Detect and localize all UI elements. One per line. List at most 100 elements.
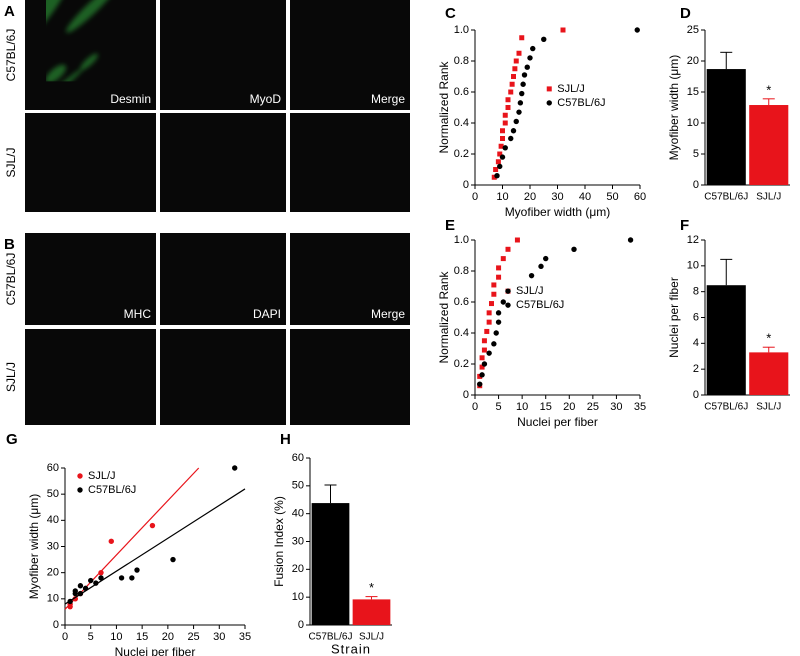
y-tick-label: 0.4 — [454, 327, 469, 339]
fit-line — [64, 488, 246, 605]
point — [627, 237, 634, 243]
y-tick-label: 50 — [47, 488, 59, 500]
y-axis-label: Myofiber width (μm) — [667, 55, 681, 161]
y-tick-label: 20 — [292, 563, 304, 575]
point — [508, 89, 514, 95]
point — [513, 58, 519, 64]
point — [508, 135, 514, 142]
point — [502, 112, 508, 118]
significance: * — [766, 82, 771, 97]
point — [519, 90, 525, 97]
x-tick-label: 10 — [496, 191, 508, 203]
y-tick-label: 0.6 — [454, 86, 469, 98]
bar — [749, 105, 789, 185]
point — [527, 55, 533, 61]
image-label: Desmin — [110, 92, 151, 106]
image-label: MHC — [124, 307, 152, 321]
point — [149, 522, 156, 529]
x-tick-label: 25 — [187, 631, 199, 643]
legend-marker — [505, 302, 511, 308]
x-axis-label: Myofiber width (μm) — [505, 205, 611, 219]
point — [505, 105, 511, 110]
y-tick-label: 0.2 — [454, 148, 469, 160]
point — [530, 45, 536, 52]
point — [489, 301, 494, 307]
y-axis-label: Normalized Rank — [437, 60, 451, 153]
panel-letter: F — [680, 217, 689, 234]
point — [72, 596, 78, 602]
point — [511, 74, 516, 79]
x-axis-label: Nuclei per fiber — [517, 415, 598, 429]
y-tick-label: 15 — [687, 86, 699, 98]
point — [491, 282, 497, 288]
point — [502, 145, 508, 151]
y-tick-label: 0.2 — [454, 358, 469, 370]
point — [67, 603, 73, 610]
point — [496, 265, 502, 271]
point — [512, 66, 518, 72]
point — [538, 263, 544, 270]
point — [499, 154, 506, 160]
y-tick-label: 40 — [47, 514, 59, 526]
micrograph — [25, 113, 156, 212]
point — [77, 590, 84, 597]
y-tick-label: 10 — [687, 260, 699, 272]
panel-letter: E — [445, 217, 455, 234]
point — [496, 274, 502, 280]
point — [516, 109, 522, 115]
point — [494, 173, 500, 179]
point — [500, 299, 506, 305]
image-label: MyoD — [250, 92, 282, 106]
x-tick-label: SJL/J — [756, 402, 781, 413]
point — [93, 580, 99, 586]
x-tick-label: 30 — [610, 401, 622, 413]
x-tick-label: SJL/J — [756, 192, 781, 203]
row-label: C57BL/6J — [4, 253, 18, 306]
x-tick-label: 35 — [634, 401, 646, 413]
point — [516, 50, 522, 56]
point — [481, 361, 488, 367]
point — [520, 81, 526, 87]
x-axis-label: Strain — [331, 641, 371, 656]
bar — [706, 285, 746, 395]
point — [509, 81, 515, 87]
legend-marker — [546, 100, 552, 106]
point — [560, 27, 566, 33]
x-tick-label: 10 — [516, 401, 528, 413]
point — [524, 64, 530, 70]
point — [505, 97, 511, 103]
fit-line — [64, 467, 200, 610]
y-tick-label: 50 — [292, 480, 304, 492]
x-tick-label: SJL/J — [359, 632, 384, 643]
micrograph — [290, 0, 410, 110]
point — [479, 355, 485, 361]
y-tick-label: 4 — [693, 337, 699, 349]
y-tick-label: 0 — [463, 389, 469, 401]
micrograph — [290, 329, 410, 425]
y-tick-label: 8 — [693, 286, 699, 298]
row-label: C57BL/6J — [4, 29, 18, 82]
x-tick-label: C57BL/6J — [309, 632, 353, 643]
point — [479, 364, 485, 370]
panel-letter: H — [280, 431, 291, 448]
y-tick-label: 10 — [47, 593, 59, 605]
point — [510, 128, 517, 134]
point — [500, 136, 505, 141]
point — [170, 556, 176, 563]
x-tick-label: 20 — [563, 401, 575, 413]
x-tick-label: 5 — [496, 401, 502, 413]
point — [571, 246, 577, 252]
panel-letter: A — [4, 3, 15, 20]
point — [72, 588, 78, 594]
point — [497, 151, 503, 157]
point — [495, 310, 502, 316]
legend-label: SJL/J — [516, 285, 544, 297]
cell — [43, 62, 69, 87]
row-label: SJL/J — [4, 362, 18, 392]
y-tick-label: 1.0 — [454, 24, 469, 36]
panel-letter: C — [445, 5, 456, 22]
image-label: Merge — [371, 307, 405, 321]
legend-label: C57BL/6J — [516, 299, 564, 311]
micrograph — [160, 329, 286, 425]
point — [491, 291, 497, 297]
